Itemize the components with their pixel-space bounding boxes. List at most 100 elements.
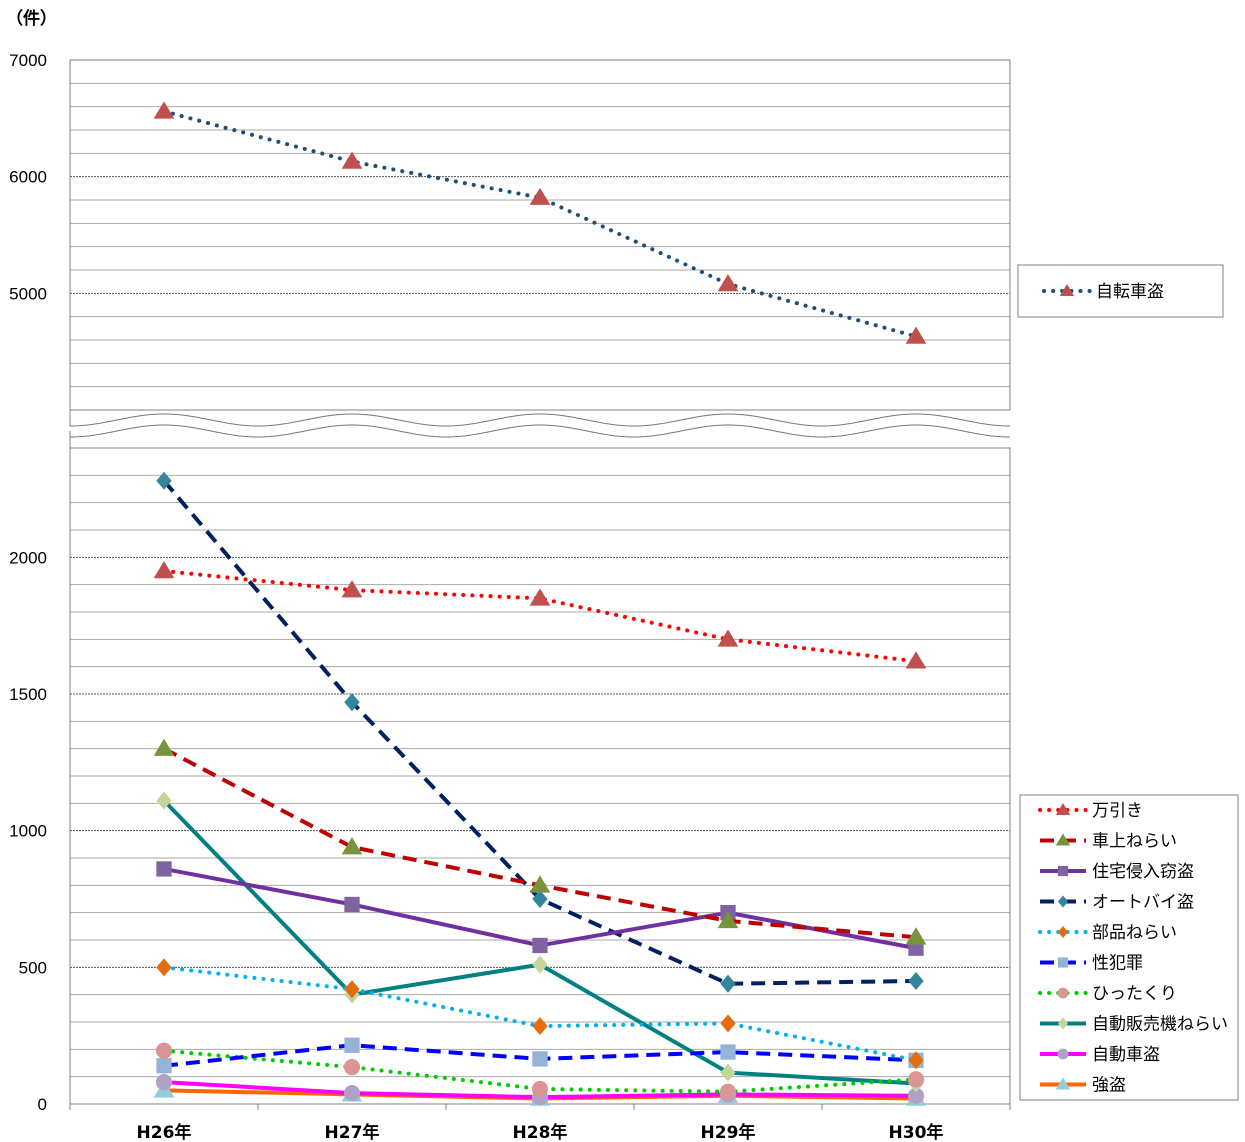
legend-entry: 万引き <box>1038 801 1143 821</box>
data-point <box>341 580 363 598</box>
x-tick-label: H26年 <box>137 1122 192 1142</box>
legend-entry: 強盗 <box>1040 1076 1126 1096</box>
legend-entry: オートバイ盗 <box>1040 893 1194 913</box>
data-point <box>905 651 927 669</box>
data-point <box>720 974 736 993</box>
data-point <box>532 890 548 908</box>
legend-label: 自転車盗 <box>1096 282 1164 302</box>
data-point <box>905 927 927 945</box>
series-lower-2 <box>156 861 924 956</box>
legend-entry: 部品ねらい <box>1038 923 1177 943</box>
legend-marker <box>1057 957 1069 968</box>
legend-marker <box>1057 1048 1069 1060</box>
series-lower-0 <box>153 561 927 669</box>
data-point <box>344 1037 360 1053</box>
legend-label: 住宅侵入窃盗 <box>1092 862 1194 882</box>
data-point <box>720 1063 736 1082</box>
data-point <box>529 187 551 205</box>
legend-label: オートバイ盗 <box>1092 893 1194 913</box>
x-tick-label: H28年 <box>513 1122 568 1142</box>
series-line <box>163 746 917 940</box>
data-point <box>529 588 551 606</box>
legend-label: 自動車盗 <box>1092 1045 1160 1065</box>
data-point <box>153 561 175 579</box>
data-point <box>531 1080 549 1098</box>
legend-entry: ひったくり <box>1038 984 1177 1004</box>
axis-break-gap <box>68 411 1012 447</box>
x-tick-label: H27年 <box>325 1122 380 1142</box>
y-tick-label: 7000 <box>9 51 47 70</box>
data-point <box>719 1083 737 1100</box>
series-upper-0 <box>153 101 927 344</box>
data-point <box>156 958 172 977</box>
legend-label: 自動販売機ねらい <box>1092 1015 1228 1035</box>
data-point <box>720 1014 736 1033</box>
break-wave-bottom <box>69 424 1011 438</box>
data-point <box>153 101 175 119</box>
upper-plot-frame <box>69 59 1011 411</box>
data-point <box>343 1059 361 1076</box>
legend-marker <box>1057 865 1069 877</box>
legend-marker <box>1055 833 1071 846</box>
series-lower-8 <box>155 1074 925 1106</box>
legend-label: 車上ねらい <box>1092 832 1177 852</box>
upper-gridlines <box>70 82 1010 388</box>
series-lower-1 <box>153 738 927 945</box>
data-point <box>341 151 363 169</box>
series-lower-5 <box>156 1037 924 1074</box>
data-point <box>156 471 172 490</box>
data-point <box>717 629 739 647</box>
legend-marker <box>1055 803 1071 815</box>
data-point <box>905 326 927 344</box>
y-tick-label: 5000 <box>9 284 47 303</box>
legend-label: 性犯罪 <box>1092 954 1143 974</box>
legend-entry: 住宅侵入窃盗 <box>1040 862 1194 882</box>
data-point <box>344 693 360 712</box>
data-point <box>344 980 360 999</box>
data-point <box>532 955 548 974</box>
legend-lower: 万引き車上ねらい住宅侵入窃盗オートバイ盗部品ねらい性犯罪ひったくり自動販売機ねら… <box>1019 794 1239 1101</box>
data-point <box>717 910 739 929</box>
data-point <box>717 274 739 292</box>
data-point <box>532 937 548 954</box>
series-lower-4 <box>156 958 924 1070</box>
legend-marker <box>1057 895 1069 908</box>
legend-marker <box>1059 284 1075 296</box>
legend-box <box>1019 794 1239 1101</box>
legend-marker <box>1057 1017 1069 1030</box>
data-point <box>341 837 363 855</box>
legend-marker <box>1057 926 1069 938</box>
y-tick-label: 6000 <box>9 168 47 187</box>
series-lower-6 <box>155 1042 925 1100</box>
data-point <box>529 875 551 893</box>
y-tick-label: 0 <box>38 1095 47 1114</box>
break-wave-top <box>69 413 1011 427</box>
data-point <box>343 1084 361 1102</box>
data-point <box>155 1074 173 1091</box>
legend-label: 強盗 <box>1092 1076 1126 1096</box>
data-point <box>156 1058 172 1074</box>
data-point <box>156 861 172 877</box>
data-point <box>720 1044 736 1060</box>
series-layer <box>153 101 927 1106</box>
y-tick-label: 1500 <box>9 685 47 704</box>
tick-labels: 5000 6000 7000 0 500 1000 1500 2000 H26年 H27年 H28年… <box>9 51 943 1142</box>
series-line <box>162 109 918 339</box>
data-point <box>908 1051 924 1070</box>
data-point <box>907 1071 925 1088</box>
data-point <box>344 896 360 913</box>
legend-label: ひったくり <box>1092 984 1177 1004</box>
y-tick-label: 500 <box>19 958 47 977</box>
y-tick-label: 1000 <box>9 822 47 841</box>
data-point <box>156 791 172 810</box>
y-tick-label: 2000 <box>9 548 47 567</box>
series-lower-3 <box>156 471 924 993</box>
series-line <box>162 569 918 664</box>
data-point <box>907 1087 925 1104</box>
unit-label: （件） <box>6 8 57 29</box>
x-tick-label: H29年 <box>701 1122 756 1142</box>
axes <box>68 59 1012 1110</box>
legend-marker <box>1055 1077 1071 1090</box>
legend-entry: 自転車盗 <box>1042 282 1164 302</box>
legend-box <box>1017 264 1224 318</box>
